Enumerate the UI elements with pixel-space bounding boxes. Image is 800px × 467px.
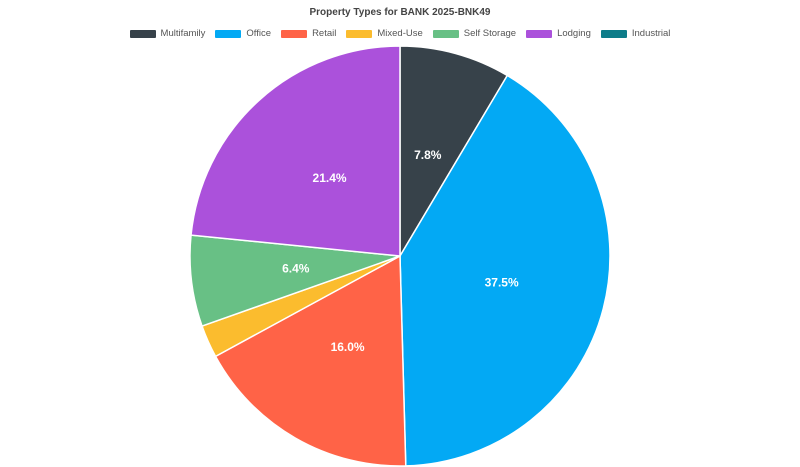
legend-item-mixed-use[interactable]: Mixed-Use: [346, 28, 423, 39]
legend-label: Self Storage: [463, 28, 517, 39]
legend-item-office[interactable]: Office: [215, 28, 271, 39]
legend-label: Retail: [312, 28, 337, 39]
slice-label: 16.0%: [331, 340, 365, 354]
legend-swatch: [346, 29, 373, 38]
legend-label: Industrial: [631, 28, 671, 39]
legend-label: Mixed-Use: [377, 28, 423, 39]
legend-item-retail[interactable]: Retail: [281, 28, 336, 39]
legend-swatch: [215, 29, 242, 38]
legend-swatch: [281, 29, 308, 38]
legend-swatch: [432, 29, 459, 38]
legend-label: Multifamily: [160, 28, 206, 39]
pie-slice-lodging[interactable]: [190, 45, 401, 257]
legend-item-lodging[interactable]: Lodging: [526, 28, 591, 39]
slice-label: 6.4%: [282, 262, 310, 276]
legend-swatch: [600, 29, 627, 38]
pie-slice-multifamily[interactable]: [399, 45, 509, 259]
pie-slice-office[interactable]: [399, 74, 611, 467]
legend-label: Lodging: [557, 28, 591, 39]
legend-item-self-storage[interactable]: Self Storage: [432, 28, 517, 39]
legend-swatch: [526, 29, 553, 38]
slice-label: 37.5%: [485, 275, 519, 289]
legend: Multifamily Office Retail Mixed-Use Self Sto…: [0, 28, 800, 39]
legend-swatch: [129, 29, 156, 38]
slice-label: 21.4%: [313, 171, 347, 185]
chart-title: Property Types for BANK 2025-BNK49: [309, 7, 491, 18]
legend-item-industrial[interactable]: Industrial: [600, 28, 671, 39]
legend-label: Office: [246, 28, 272, 39]
pie-slice-retail[interactable]: [214, 254, 407, 467]
slice-label: 7.8%: [414, 148, 442, 162]
legend-item-multifamily[interactable]: Multifamily: [129, 28, 206, 39]
